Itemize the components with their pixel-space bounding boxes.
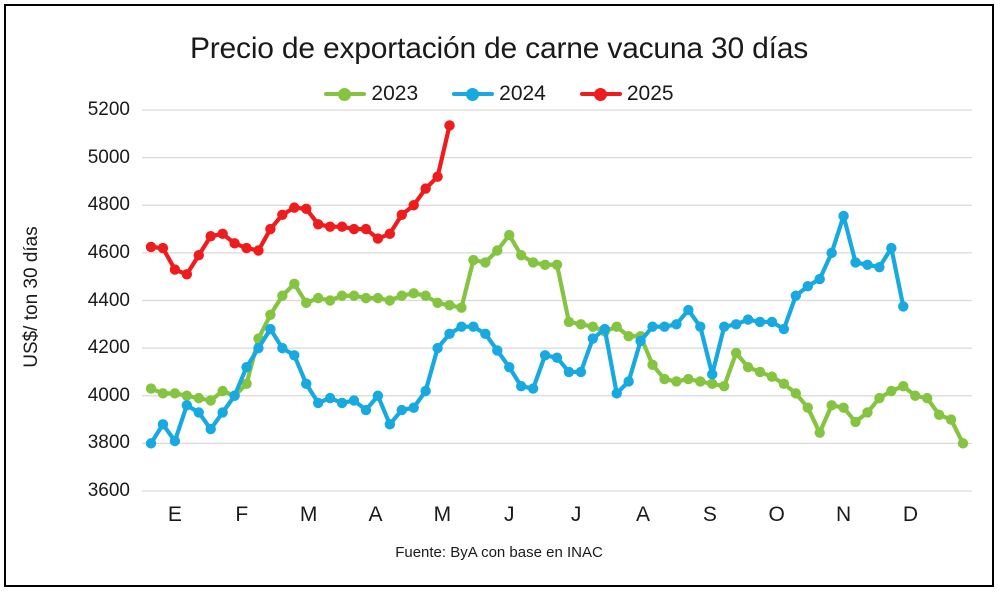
y-tick-4600: 4600 — [87, 241, 130, 263]
chart-title: Precio de exportación de carne vacuna 30… — [189, 32, 809, 65]
legend-label-2025: 2025 — [626, 82, 674, 105]
plot-area-wrapper: US$/ ton 30 días 5200 5000 4800 4600 4400 420… — [6, 6, 992, 585]
y-tick-5200: 5200 — [87, 99, 130, 120]
legend-marker-2025 — [579, 86, 622, 102]
line-chart-plot — [142, 109, 972, 492]
y-tick-4400: 4400 — [87, 289, 130, 311]
x-tick-F-1: F — [235, 503, 249, 526]
x-tick-J-6: J — [570, 503, 582, 526]
y-tick-3600: 3600 — [87, 480, 130, 501]
legend-marker-2023 — [324, 86, 367, 102]
x-tick-N-10: N — [835, 503, 852, 526]
chart-frame: Precio de exportación de carne vacuna 30… — [4, 4, 994, 587]
x-tick-M-4: M — [433, 503, 452, 526]
x-tick-M-2: M — [299, 503, 318, 526]
x-tick-A-3: A — [368, 503, 383, 526]
x-tick-E-0: E — [167, 503, 182, 526]
x-tick-D-11: D — [902, 503, 919, 526]
y-tick-3800: 3800 — [87, 432, 130, 454]
legend-label-2023: 2023 — [371, 82, 419, 105]
x-tick-S-8: S — [702, 503, 717, 526]
legend-marker-2024 — [452, 86, 495, 102]
y-tick-4800: 4800 — [87, 194, 130, 216]
y-axis-title: US$/ ton 30 días — [21, 226, 42, 368]
legend-label-2024: 2024 — [499, 82, 546, 105]
y-tick-4200: 4200 — [87, 337, 130, 359]
chart-legend: 2023 2024 2025 — [6, 82, 992, 106]
legend-item-2024[interactable]: 2024 — [452, 82, 546, 106]
legend-item-2025[interactable]: 2025 — [579, 82, 674, 106]
x-tick-J-5: J — [503, 503, 515, 526]
y-tick-5000: 5000 — [87, 146, 130, 168]
y-tick-4000: 4000 — [87, 384, 130, 406]
source-note: Fuente: ByA con base en INAC — [395, 544, 603, 561]
x-tick-A-7: A — [635, 503, 650, 526]
legend-item-2023[interactable]: 2023 — [324, 82, 418, 106]
x-tick-O-9: O — [768, 503, 785, 526]
